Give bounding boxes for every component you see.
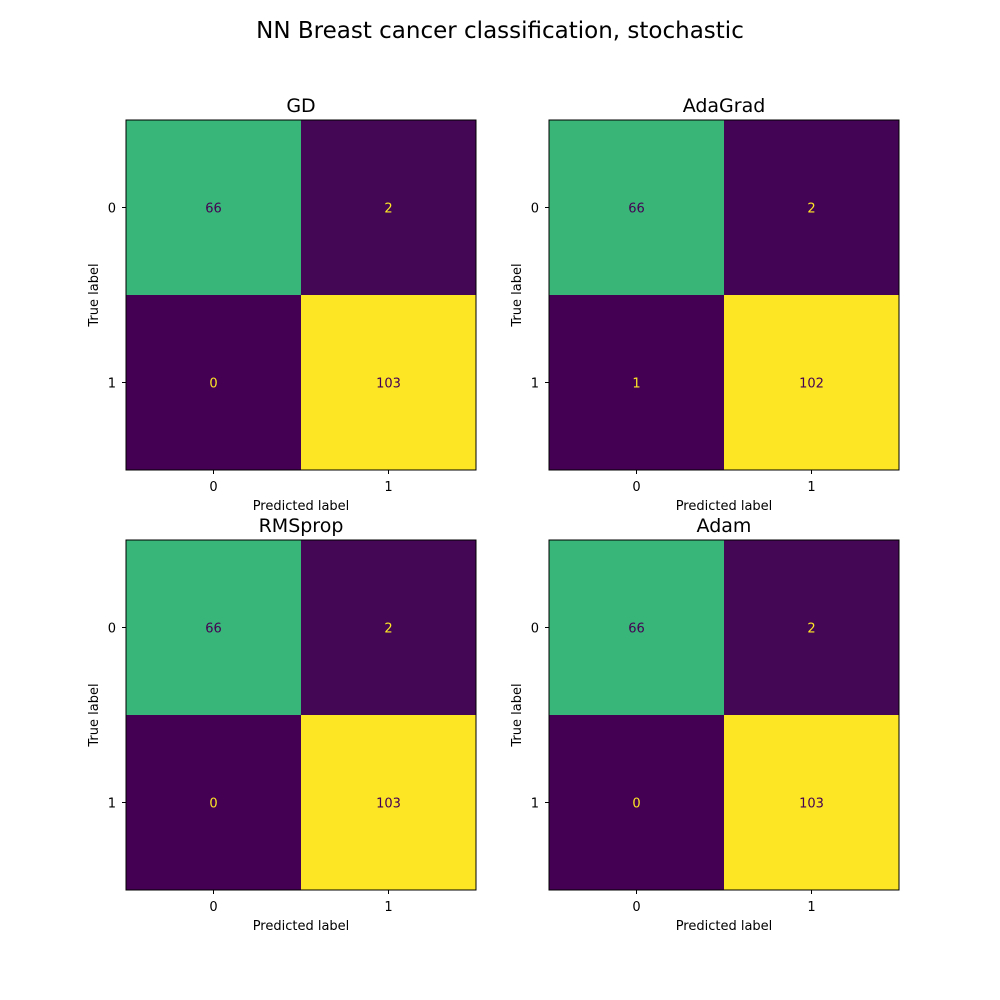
matrix-cell xyxy=(301,540,476,715)
matrix-cell xyxy=(724,120,899,295)
cell-value-label: 2 xyxy=(384,622,392,637)
cell-value-label: 0 xyxy=(209,377,217,392)
cell-value-label: 0 xyxy=(632,797,640,812)
y-tick-label: 0 xyxy=(531,202,539,217)
cell-value-label: 66 xyxy=(205,622,222,637)
y-axis-label: True label xyxy=(87,263,102,327)
axes-frame xyxy=(125,539,477,891)
matrix-cell xyxy=(126,295,301,470)
x-tick-label: 1 xyxy=(384,900,392,915)
cell-value-label: 66 xyxy=(205,202,222,217)
matrix-cell xyxy=(724,540,899,715)
x-axis-label: Predicted label xyxy=(253,499,350,514)
subplot-title: GD xyxy=(286,95,315,117)
y-axis-label: True label xyxy=(510,683,525,747)
x-axis-label: Predicted label xyxy=(253,919,350,934)
matrix-cell xyxy=(549,715,724,890)
y-tick-label: 1 xyxy=(108,377,116,392)
subplot-title: AdaGrad xyxy=(683,95,766,117)
confusion-matrix-adagrad: 66 2 1 102 0 1 0 1 AdaGrad Predicted label True la… xyxy=(510,95,900,514)
confusion-matrix-rmsprop: 66 2 0 103 0 1 0 1 RMSprop Predicted label True la… xyxy=(87,515,477,934)
x-tick-label: 1 xyxy=(807,480,815,495)
x-axis-label: Predicted label xyxy=(676,919,773,934)
y-tick-label: 0 xyxy=(531,622,539,637)
cell-value-label: 103 xyxy=(376,797,401,812)
matrix-cell xyxy=(301,715,476,890)
subplot-title: Adam xyxy=(697,515,752,537)
y-axis-label: True label xyxy=(87,683,102,747)
axes-frame xyxy=(125,119,477,471)
matrix-cell xyxy=(126,120,301,295)
matrix-cell xyxy=(301,120,476,295)
subplot-title: RMSprop xyxy=(259,515,344,537)
y-tick-label: 1 xyxy=(108,797,116,812)
axes-frame xyxy=(548,119,900,471)
confusion-matrix-gd: 66 2 0 103 0 1 0 1 GD Predicted label True label xyxy=(87,95,477,514)
cell-value-label: 0 xyxy=(209,797,217,812)
matrix-cell xyxy=(301,295,476,470)
confusion-matrix-adam: 66 2 0 103 0 1 0 1 Adam Predicted label True label xyxy=(510,515,900,934)
matrix-cell xyxy=(549,295,724,470)
cell-value-label: 66 xyxy=(628,202,645,217)
x-tick-label: 0 xyxy=(632,480,640,495)
x-axis-label: Predicted label xyxy=(676,499,773,514)
cell-value-label: 103 xyxy=(376,377,401,392)
y-tick-label: 0 xyxy=(108,622,116,637)
cell-value-label: 66 xyxy=(628,622,645,637)
figure-title: NN Breast cancer classification, stochas… xyxy=(256,18,744,44)
matrix-cell xyxy=(126,715,301,890)
cell-value-label: 2 xyxy=(384,202,392,217)
cell-value-label: 102 xyxy=(799,377,824,392)
y-tick-label: 1 xyxy=(531,797,539,812)
y-tick-label: 1 xyxy=(531,377,539,392)
matrix-cell xyxy=(549,120,724,295)
cell-value-label: 2 xyxy=(807,622,815,637)
matrix-cell xyxy=(126,540,301,715)
y-axis-label: True label xyxy=(510,263,525,327)
cell-value-label: 103 xyxy=(799,797,824,812)
y-tick-label: 0 xyxy=(108,202,116,217)
axes-frame xyxy=(548,539,900,891)
x-tick-label: 1 xyxy=(807,900,815,915)
matrix-cell xyxy=(549,540,724,715)
cell-value-label: 1 xyxy=(632,377,640,392)
matrix-cell xyxy=(724,715,899,890)
x-tick-label: 0 xyxy=(209,900,217,915)
x-tick-label: 0 xyxy=(209,480,217,495)
cell-value-label: 2 xyxy=(807,202,815,217)
matrix-cell xyxy=(724,295,899,470)
x-tick-label: 0 xyxy=(632,900,640,915)
x-tick-label: 1 xyxy=(384,480,392,495)
